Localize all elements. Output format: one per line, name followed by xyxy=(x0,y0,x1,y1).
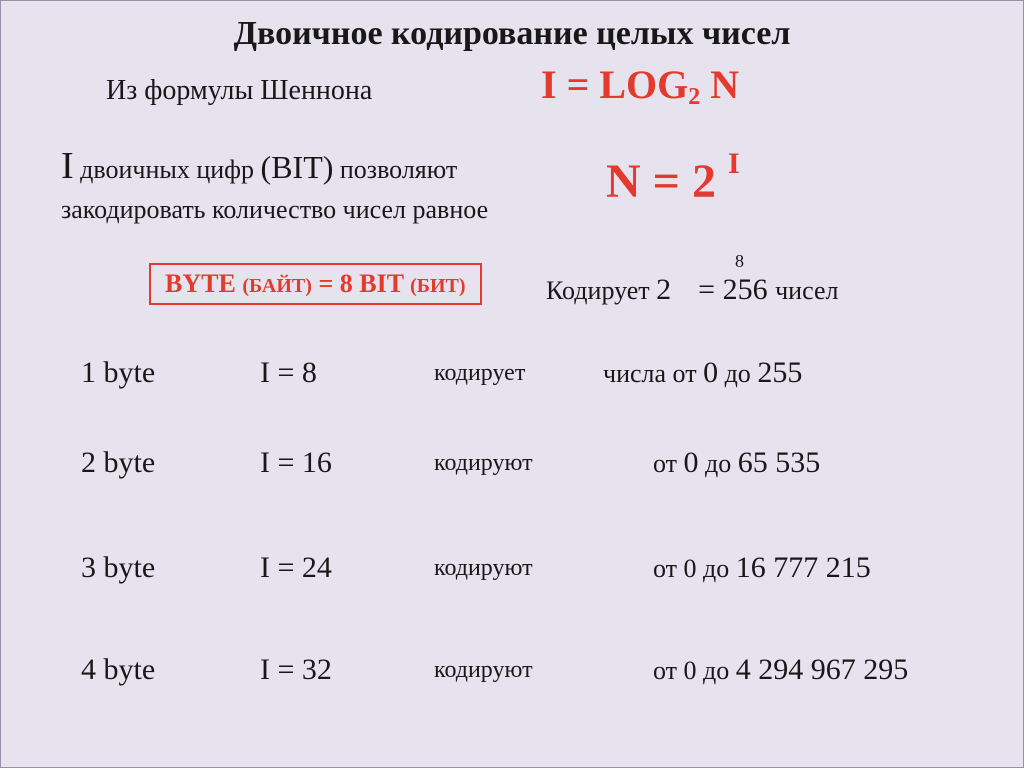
bytes-cell: 1 byte xyxy=(81,356,256,390)
verb-cell: кодируют xyxy=(434,450,609,477)
enc256-post: = 256 xyxy=(691,273,775,306)
encode-word: закодировать количество чисел равное xyxy=(61,195,488,224)
byte-eq: = 8 BIT xyxy=(312,269,410,298)
bits-sentence: I двоичных цифр (BIT) позволяют закодиро… xyxy=(61,141,601,227)
enc256-word: чисел xyxy=(775,276,838,305)
table-row: 2 byte I = 16 кодируют от 0 до 65 535 xyxy=(81,446,820,480)
bits-word: двоичных цифр xyxy=(74,155,261,184)
ival-cell: I = 16 xyxy=(260,446,430,480)
formula-log-lhs: I = LOG xyxy=(541,62,688,107)
formula-log-sub: 2 xyxy=(688,84,700,110)
bit-ru: (БИТ) xyxy=(410,275,465,297)
bytes-cell: 2 byte xyxy=(81,446,256,480)
allow-word: позволяют xyxy=(333,155,457,184)
ival-cell: I = 32 xyxy=(260,653,430,687)
byte-definition-box: BYTE (БАЙТ) = 8 BIT (БИТ) xyxy=(149,263,482,305)
formula-n-sup: I xyxy=(728,147,740,180)
encode-256-exponent: 8 xyxy=(735,251,744,272)
table-row: 1 byte I = 8 кодирует числа от 0 до 255 xyxy=(81,356,802,390)
verb-cell: кодируют xyxy=(434,555,609,582)
formula-n: N = 2 I xyxy=(606,147,740,209)
bytes-cell: 4 byte xyxy=(81,653,256,687)
i-symbol: I xyxy=(61,145,74,187)
range-cell: от 0 до 16 777 215 xyxy=(653,551,871,585)
shannon-intro: Из формулы Шеннона xyxy=(106,75,372,107)
bit-paren: (BIT) xyxy=(261,149,334,185)
byte-word: BYTE xyxy=(165,269,242,298)
enc256-pre: Кодирует xyxy=(546,276,656,305)
enc256-two: 2 xyxy=(656,273,671,306)
formula-n-base: N = 2 xyxy=(606,155,728,208)
range-cell: от 0 до 4 294 967 295 xyxy=(653,653,908,687)
verb-cell: кодируют xyxy=(434,657,609,684)
range-cell: от 0 до 65 535 xyxy=(653,446,820,480)
encode-256: Кодирует 2 = 256 чисел xyxy=(546,273,838,307)
bytes-cell: 3 byte xyxy=(81,551,256,585)
verb-cell: кодирует xyxy=(434,360,599,387)
page-title: Двоичное кодирование целых чисел xyxy=(1,15,1023,53)
byte-ru: (БАЙТ) xyxy=(242,275,312,297)
formula-log-rhs: N xyxy=(700,62,739,107)
table-row: 3 byte I = 24 кодируют от 0 до 16 777 21… xyxy=(81,551,871,585)
range-cell: числа от 0 до 255 xyxy=(603,356,802,390)
formula-log: I = LOG2 N xyxy=(541,61,739,111)
ival-cell: I = 24 xyxy=(260,551,430,585)
table-row: 4 byte I = 32 кодируют от 0 до 4 294 967… xyxy=(81,653,908,687)
ival-cell: I = 8 xyxy=(260,356,430,390)
